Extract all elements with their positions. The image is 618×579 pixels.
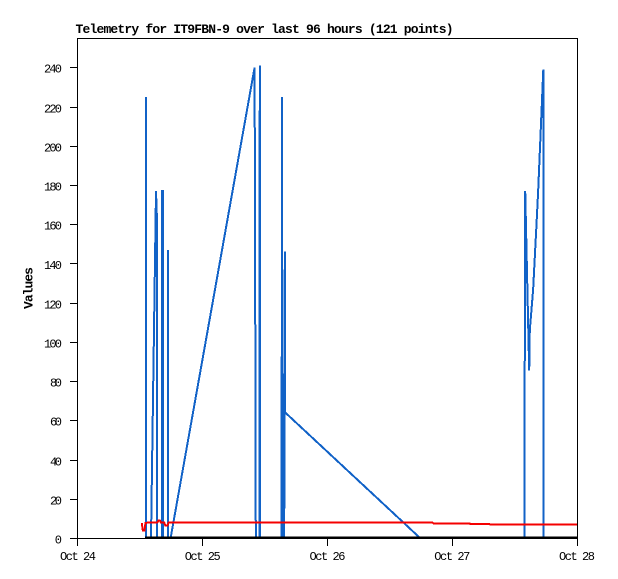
svg-text:20: 20: [50, 495, 62, 509]
svg-text:Oct 25: Oct 25: [185, 550, 221, 564]
svg-text:Oct 24: Oct 24: [60, 550, 96, 564]
svg-text:Oct 26: Oct 26: [310, 550, 346, 564]
svg-text:160: 160: [44, 220, 62, 234]
svg-text:Values: Values: [22, 267, 37, 309]
svg-text:60: 60: [50, 416, 62, 430]
svg-text:Telemetry for IT9FBN-9 over la: Telemetry for IT9FBN-9 over last 96 hour…: [76, 22, 454, 37]
svg-text:240: 240: [44, 63, 62, 77]
svg-text:Oct 28: Oct 28: [559, 550, 595, 564]
svg-text:0: 0: [55, 534, 62, 548]
svg-text:180: 180: [44, 181, 62, 195]
svg-text:120: 120: [44, 299, 62, 313]
svg-text:40: 40: [50, 456, 62, 470]
svg-text:80: 80: [50, 377, 62, 391]
svg-text:Oct 27: Oct 27: [434, 550, 470, 564]
svg-text:140: 140: [44, 259, 62, 273]
svg-text:200: 200: [44, 142, 62, 156]
svg-text:220: 220: [44, 103, 62, 117]
svg-text:100: 100: [44, 338, 62, 352]
